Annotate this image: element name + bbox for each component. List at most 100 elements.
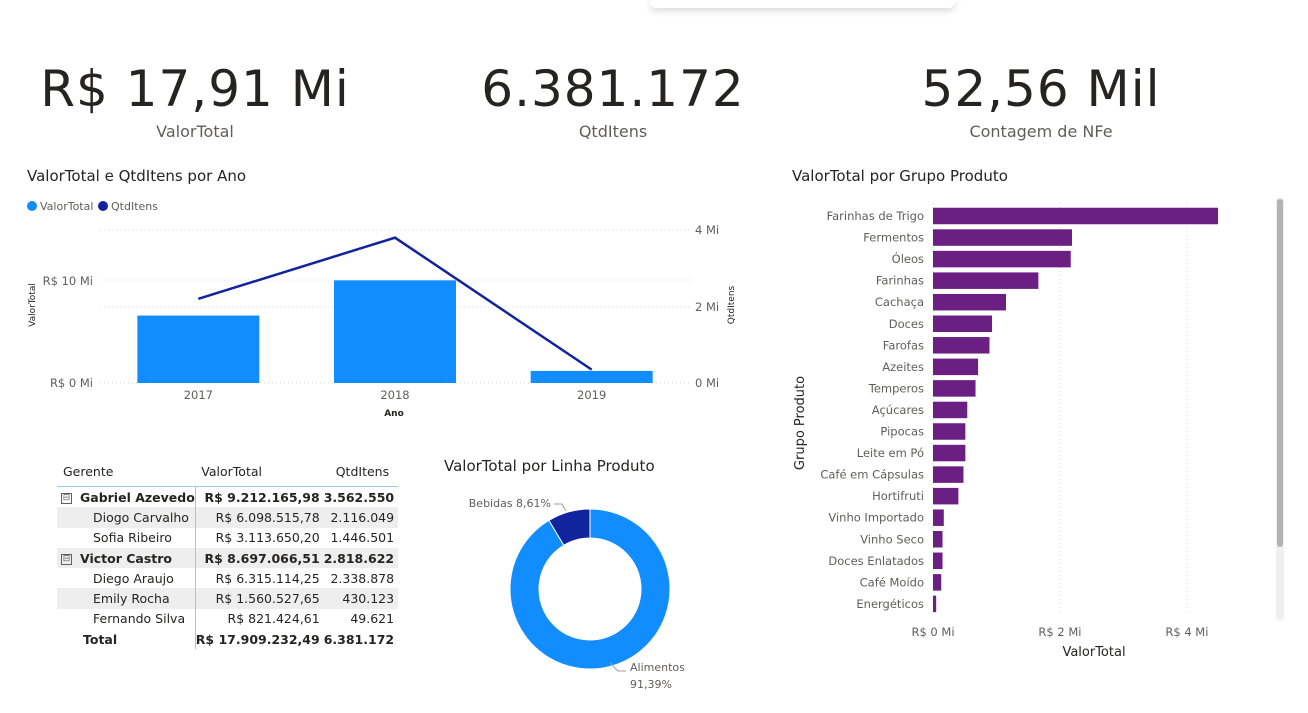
- y-tick-label: Doces Enlatados: [828, 554, 924, 568]
- gerente-matrix[interactable]: Gerente ValorTotal QtdItens ⊟ Gabriel Aze…: [57, 456, 399, 650]
- y-tick-label: Energéticos: [856, 597, 924, 611]
- kpi-card-contagem-nfe[interactable]: 52,56 Mil Contagem de NFe: [866, 58, 1216, 141]
- y-tick-label: Temperos: [868, 381, 924, 395]
- row-label: Emily Rocha: [93, 591, 170, 607]
- combo-legend[interactable]: ValorTotal QtdItens: [27, 200, 158, 213]
- bar-grupo-produto[interactable]: [933, 487, 959, 505]
- column-header-gerente[interactable]: Gerente: [57, 456, 196, 487]
- collapse-icon[interactable]: ⊟: [61, 553, 72, 565]
- bar-grupo-produto[interactable]: [933, 574, 942, 591]
- bar-grupo-produto[interactable]: [933, 358, 979, 376]
- y-tick-label: Cachaça: [875, 295, 924, 309]
- bar-grupo-produto[interactable]: [933, 380, 976, 397]
- cell-valor: R$ 6.098.515,78: [194, 507, 324, 528]
- y-tick-label: Pipocas: [880, 425, 924, 439]
- bar-valor-total[interactable]: [334, 280, 456, 383]
- legend-label-qtd-itens: QtdItens: [111, 200, 158, 213]
- cell-valor: R$ 1.560.527,65: [194, 588, 324, 609]
- bar-grupo-produto[interactable]: [933, 423, 966, 440]
- bar-grupo-produto[interactable]: [933, 401, 968, 419]
- bar-grupo-produto[interactable]: [933, 229, 1073, 246]
- donut-slice-alimentos[interactable]: [509, 508, 671, 670]
- table-row[interactable]: ⊟ Victor Castro R$ 8.697.066,51 2.818.622: [57, 547, 399, 569]
- cell-qtd: 2.116.049: [330, 509, 395, 525]
- table-row[interactable]: Emily Rocha R$ 1.560.527,65 430.123: [57, 588, 399, 609]
- bar-grupo-produto[interactable]: [933, 552, 943, 570]
- bar-grupo-produto[interactable]: [933, 272, 1039, 289]
- y-tick-label: Hortifruti: [872, 489, 924, 503]
- kpi-value: 52,56 Mil: [921, 60, 1161, 118]
- y-axis-title: Grupo Produto: [793, 376, 808, 470]
- table-row[interactable]: Sofia Ribeiro R$ 3.113.650,20 1.446.501: [57, 527, 398, 548]
- y-tick-label: Farofas: [883, 338, 924, 352]
- bar-grupo-produto[interactable]: [933, 315, 993, 333]
- x-tick-label: R$ 0 Mi: [911, 625, 954, 639]
- kpi-label: QtdItens: [578, 122, 648, 141]
- y-tick-label: Vinho Seco: [860, 532, 924, 546]
- table-total-row[interactable]: Total R$ 17.909.232,49 6.381.172: [57, 629, 398, 650]
- bar-chart-title: ValorTotal por Grupo Produto: [792, 167, 1008, 185]
- y-tick-label: Farinhas: [876, 274, 924, 288]
- grupo-produto-bar-chart[interactable]: Grupo Produto ValorTotal R$ 0 Mi R$ 2 Mi R…: [780, 195, 1275, 665]
- y-tick-label: Café Moído: [860, 575, 924, 589]
- cell-qtd: 2.818.622: [323, 550, 395, 566]
- x-tick-label: 2017: [184, 388, 213, 402]
- row-label: Diogo Carvalho: [93, 509, 189, 525]
- bar-grupo-produto[interactable]: [933, 509, 944, 526]
- y-tick-label: Fermentos: [863, 231, 924, 245]
- bar-grupo-produto[interactable]: [933, 466, 964, 483]
- bar-grupo-produto[interactable]: [933, 250, 1071, 268]
- bar-grupo-produto[interactable]: [933, 531, 943, 548]
- kpi-value: 6.381.172: [481, 60, 745, 118]
- cell-valor: R$ 3.113.650,20: [194, 527, 324, 548]
- cell-qtd: 49.621: [350, 611, 395, 627]
- table-row[interactable]: Diogo Carvalho R$ 6.098.515,78 2.116.049: [57, 507, 399, 528]
- bar-grupo-produto[interactable]: [933, 337, 990, 354]
- column-header-valor-total[interactable]: ValorTotal: [195, 456, 324, 487]
- donut-chart[interactable]: Bebidas 8,61% Alimentos 91,39%: [440, 485, 720, 700]
- kpi-card-valor-total[interactable]: R$ 17,91 Mi ValorTotal: [20, 58, 370, 141]
- donut-chart-title: ValorTotal por Linha Produto: [444, 457, 655, 475]
- y-tick-label: Leite em Pó: [857, 446, 924, 460]
- y-tick-label: Vinho Importado: [828, 511, 924, 525]
- donut-label-bebidas: Bebidas 8,61%: [469, 497, 551, 510]
- y-tick-label: Café em Cápsulas: [820, 468, 924, 482]
- legend-dot-qtd-itens: [98, 201, 108, 211]
- cell-valor: R$ 17.909.232,49: [194, 629, 324, 650]
- table-row[interactable]: Diego Araujo R$ 6.315.114,25 2.338.878: [57, 568, 398, 589]
- row-label: Victor Castro: [80, 550, 173, 566]
- collapse-icon[interactable]: ⊟: [61, 492, 72, 504]
- bar-grupo-produto[interactable]: [933, 207, 1219, 225]
- bar-grupo-produto[interactable]: [933, 293, 1006, 311]
- focus-mode-bar: [650, 0, 955, 8]
- x-axis-title: ValorTotal: [1062, 645, 1125, 660]
- kpi-label: Contagem de NFe: [969, 122, 1113, 141]
- table-row[interactable]: Fernando Silva R$ 821.424,61 49.621: [57, 608, 398, 630]
- cell-qtd: 6.381.172: [323, 631, 395, 647]
- line-qtd-itens[interactable]: [197, 236, 593, 371]
- leader-line-bebidas: [554, 503, 567, 512]
- cell-qtd: 2.338.878: [330, 570, 395, 586]
- y-tick-left: R$ 0 Mi: [50, 376, 93, 390]
- y-tick-label: Óleos: [892, 251, 924, 266]
- x-axis-title: Ano: [384, 409, 404, 419]
- bar-valor-total[interactable]: [530, 370, 653, 383]
- row-label: Total: [83, 631, 118, 647]
- y-axis-title-left: ValorTotal: [28, 283, 38, 327]
- bar-grupo-produto[interactable]: [933, 595, 937, 613]
- table-row[interactable]: ⊟ Gabriel Azevedo R$ 9.212.165,98 3.562.5…: [57, 486, 398, 508]
- cell-valor: R$ 8.697.066,51: [194, 547, 324, 569]
- kpi-card-qtd-itens[interactable]: 6.381.172 QtdItens: [438, 58, 788, 141]
- combo-chart[interactable]: ValorTotal QtdItens ValorTotal QtdItens …: [0, 190, 760, 430]
- column-header-qtd-itens[interactable]: QtdItens: [323, 456, 399, 487]
- cell-valor: R$ 821.424,61: [194, 608, 324, 630]
- legend-label-valor-total: ValorTotal: [40, 200, 93, 213]
- cell-qtd: 3.562.550: [323, 489, 395, 505]
- donut-label-alimentos-pct: 91,39%: [630, 678, 672, 691]
- bar-grupo-produto[interactable]: [933, 444, 966, 462]
- bar-valor-total[interactable]: [137, 315, 260, 383]
- x-tick-label: R$ 2 Mi: [1038, 625, 1081, 639]
- y-tick-label: Azeites: [882, 360, 924, 374]
- y-tick-label: Doces: [889, 317, 924, 331]
- scrollbar-thumb[interactable]: [1277, 199, 1283, 547]
